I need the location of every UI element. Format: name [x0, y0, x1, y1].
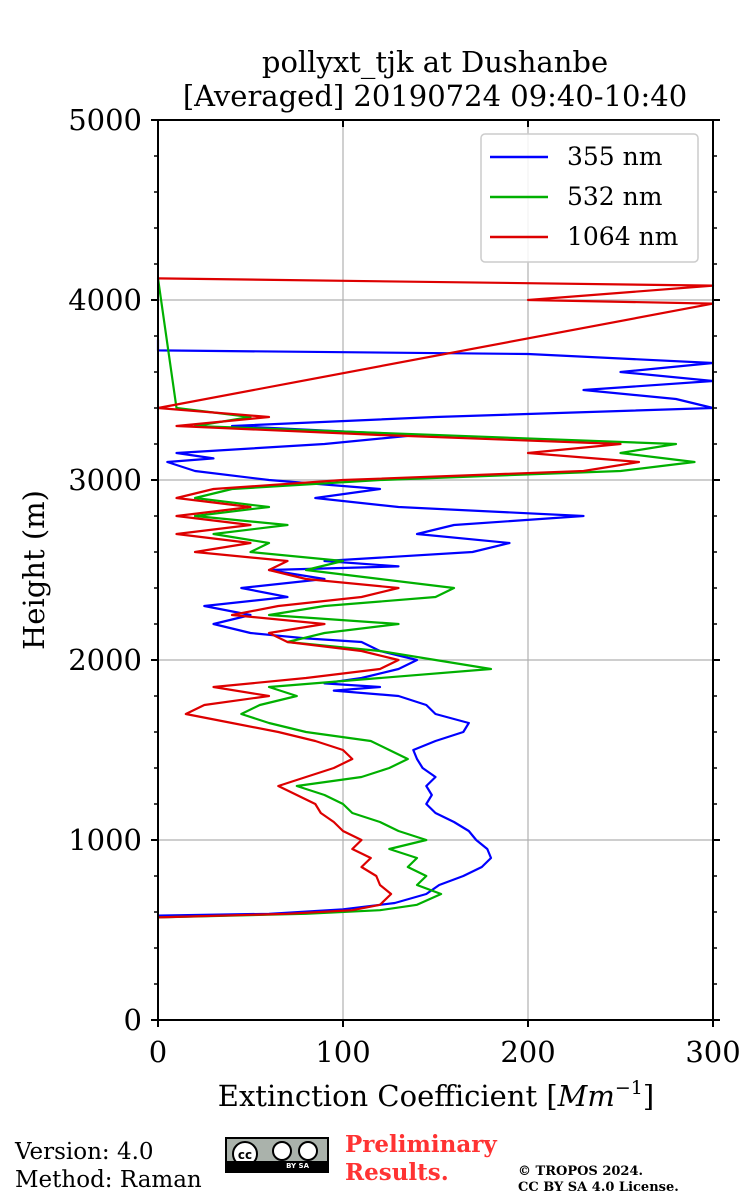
x-tick-labels: 0 100 200 300 [149, 1035, 741, 1069]
preliminary-line1: Preliminary [345, 1131, 497, 1158]
axis-ticks [151, 119, 720, 1027]
y-tick-label: 3000 [68, 463, 142, 497]
y-tick-label: 1000 [68, 823, 142, 857]
chart-title-line2: [Averaged] 20190724 09:40-10:40 [183, 79, 687, 113]
y-axis-label: Height (m) [17, 490, 51, 650]
data-lines [156, 277, 715, 919]
x-axis-label: Extinction Coefficient [Mm−1] [218, 1077, 654, 1113]
x-tick-label: 300 [685, 1035, 740, 1069]
svg-text:cc: cc [238, 1148, 252, 1162]
series-line-1064-nm [156, 277, 715, 919]
copyright-line1: © TROPOS 2024. [518, 1164, 644, 1179]
cc-icon: cc [232, 1141, 318, 1165]
y-tick-label: 0 [124, 1003, 142, 1037]
x-axis-label-unit: Mm [557, 1079, 615, 1113]
series-line-532-nm [156, 278, 696, 919]
method-text: Method: Raman [15, 1167, 202, 1193]
cc-badge-strip: BY SA [227, 1161, 327, 1171]
copyright-line2: CC BY SA 4.0 License. [518, 1180, 679, 1195]
legend-label-1064: 1064 nm [567, 222, 679, 251]
version-text: Version: 4.0 [15, 1139, 154, 1165]
copyright-notice: © TROPOS 2024. CC BY SA 4.0 License. [518, 1164, 679, 1196]
cc-license-badge[interactable]: cc BY SA [225, 1137, 329, 1173]
plot-frame [157, 119, 714, 1021]
y-tick-label: 5000 [68, 103, 142, 137]
preliminary-notice: Preliminary Results. [345, 1131, 497, 1187]
x-axis-label-text: Extinction Coefficient [ [218, 1079, 558, 1113]
x-tick-label: 0 [149, 1035, 167, 1069]
footer-info: Version: 4.0 Method: Raman [15, 1138, 202, 1194]
x-axis-label-close: ] [643, 1079, 654, 1113]
x-tick-label: 200 [500, 1035, 555, 1069]
x-axis-label-exponent: −1 [615, 1077, 643, 1099]
y-tick-label: 4000 [68, 283, 142, 317]
legend-label-355: 355 nm [567, 142, 663, 171]
y-tick-labels: 0 1000 2000 3000 4000 5000 [68, 103, 142, 1037]
extinction-profile-chart: pollyxt_tjk at Dushanbe [Averaged] 20190… [17, 45, 741, 1113]
legend-label-532: 532 nm [567, 182, 663, 211]
series-line-355-nm [156, 339, 715, 917]
y-tick-label: 2000 [68, 643, 142, 677]
legend-box [480, 133, 699, 263]
x-tick-label: 100 [315, 1035, 370, 1069]
preliminary-line2: Results. [345, 1159, 449, 1186]
legend: 355 nm 532 nm 1064 nm [480, 133, 699, 263]
chart-title-line1: pollyxt_tjk at Dushanbe [262, 45, 608, 80]
